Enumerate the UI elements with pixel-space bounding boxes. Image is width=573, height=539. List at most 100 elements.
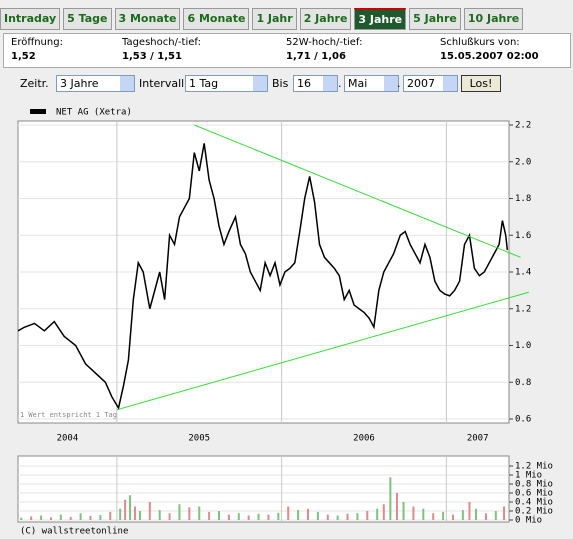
x-tick-label: 2007 (467, 434, 489, 444)
volume-bar (461, 510, 464, 520)
info-label: Eröffnung: (11, 37, 63, 48)
range-label: Zeitr. (20, 77, 49, 90)
y-tick-label: 0 Mio (515, 516, 542, 526)
volume-bar (389, 477, 392, 520)
volume-bar (267, 514, 270, 520)
tab[interactable]: Intraday (0, 8, 61, 30)
y-tick-label: 0.2 Mio (515, 507, 553, 517)
volume-bar (451, 514, 454, 520)
volume-bar (442, 511, 445, 520)
tab[interactable]: 5 Tage (63, 8, 112, 30)
month-select[interactable]: Mai (344, 75, 399, 92)
y-tick-label: 1.2 Mio (515, 462, 553, 472)
legend-label: NET AG (Xetra) (56, 108, 132, 118)
volume-bar (382, 504, 385, 520)
volume-bar (168, 513, 171, 520)
volume-bar (30, 516, 33, 520)
tab[interactable]: 10 Jahre (463, 8, 524, 30)
volume-bar (366, 511, 369, 520)
volume-bar (326, 514, 329, 520)
volume-bar (227, 514, 230, 520)
tab-bar: Intraday 5 Tage 3 Monate 6 Monate 1 Jahr 2 Ja… (0, 8, 524, 30)
volume-bar (297, 510, 300, 520)
volume-bar (356, 513, 359, 520)
volume-bar (376, 508, 379, 520)
y-tick-label: 0.8 (515, 378, 531, 388)
info-cell: 52W-hoch/-tief: 1,71 / 1,06 (286, 37, 362, 62)
info-label: 52W-hoch/-tief: (286, 37, 363, 48)
interval-select[interactable]: 1 Tag (185, 75, 268, 92)
info-value: 1,52 (11, 51, 36, 62)
copyright: (C) wallstreetonline (20, 527, 128, 537)
x-tick-label: 2005 (188, 434, 210, 444)
y-tick-label: 2.0 (515, 157, 531, 167)
volume-bar (49, 517, 52, 520)
day-select[interactable]: 16 (293, 75, 338, 92)
volume-bar (59, 514, 62, 520)
volume-bar (148, 502, 151, 520)
volume-bar (316, 511, 319, 520)
volume-bar (336, 515, 339, 520)
volume-bar (158, 510, 161, 520)
controls: Zeitr. 3 Jahre Intervall 1 Tag Bis 16 . … (0, 74, 573, 96)
volume-bar (484, 513, 487, 520)
volume-bar (20, 517, 23, 520)
tab[interactable]: 5 Jahre (409, 8, 461, 30)
year-select[interactable]: 2007 (403, 75, 458, 92)
volume-bar (247, 515, 250, 520)
volume-bar (503, 506, 506, 520)
y-tick-label: 2.2 (515, 121, 531, 131)
info-cell: Schlußkurs von: 15.05.2007 02:00 (440, 37, 539, 62)
volume-bar (208, 511, 211, 520)
volume-bar (237, 513, 240, 520)
separator: . (338, 77, 342, 90)
info-bar: Eröffnung: 1,52 Tageshoch/-tief: 1,53 / 1,5… (3, 33, 571, 68)
x-tick-label: 2006 (353, 434, 375, 444)
info-cell: Tageshoch/-tief: 1,53 / 1,51 (122, 37, 201, 62)
x-tick-label: 2004 (57, 434, 79, 444)
info-value: 15.05.2007 02:00 (440, 51, 539, 62)
volume-bar (432, 513, 435, 520)
volume-bar (422, 508, 425, 520)
go-button[interactable]: Los! (461, 75, 501, 92)
info-label: Schlußkurs von: (440, 37, 520, 48)
tab[interactable]: 3 Monate (114, 8, 181, 30)
y-tick-label: 1 Mio (515, 471, 542, 481)
volume-bar (124, 499, 127, 520)
tab[interactable]: 2 Jahre (299, 8, 352, 30)
y-tick-label: 0.6 (515, 415, 531, 425)
volume-bar (129, 495, 132, 520)
volume-bar (346, 513, 349, 520)
y-tick-label: 0.4 Mio (515, 498, 553, 508)
volume-bar (412, 506, 415, 520)
y-tick-label: 1.4 (515, 268, 531, 278)
trendline (116, 291, 529, 411)
volume-bar (89, 515, 92, 520)
volume-bar (257, 513, 260, 520)
tab[interactable]: 3 Jahre (354, 8, 407, 30)
range-select[interactable]: 3 Jahre (56, 75, 135, 92)
volume-bar (138, 511, 141, 520)
volume-bar (402, 502, 405, 520)
info-label: Tageshoch/-tief: (122, 37, 201, 48)
y-tick-label: 1.0 (515, 341, 531, 351)
info-value: 1,71 / 1,06 (286, 51, 346, 62)
volume-bar (79, 513, 82, 520)
info-value: 1,53 / 1,51 (122, 51, 182, 62)
volume-bar (178, 504, 181, 520)
tab[interactable]: 1 Jahr (252, 8, 297, 30)
volume-bar (395, 493, 398, 520)
legend-swatch (30, 109, 46, 114)
volume-bar (306, 508, 309, 520)
volume-bar (287, 506, 290, 520)
volume-bar (277, 512, 280, 520)
tab[interactable]: 6 Monate (183, 8, 250, 30)
volume-bar (198, 506, 201, 520)
price-line (17, 143, 509, 410)
volume-bar (69, 516, 72, 520)
volume-bar (468, 502, 471, 520)
y-tick-label: 1.2 (515, 304, 531, 314)
info-cell: Eröffnung: 1,52 (11, 37, 63, 62)
